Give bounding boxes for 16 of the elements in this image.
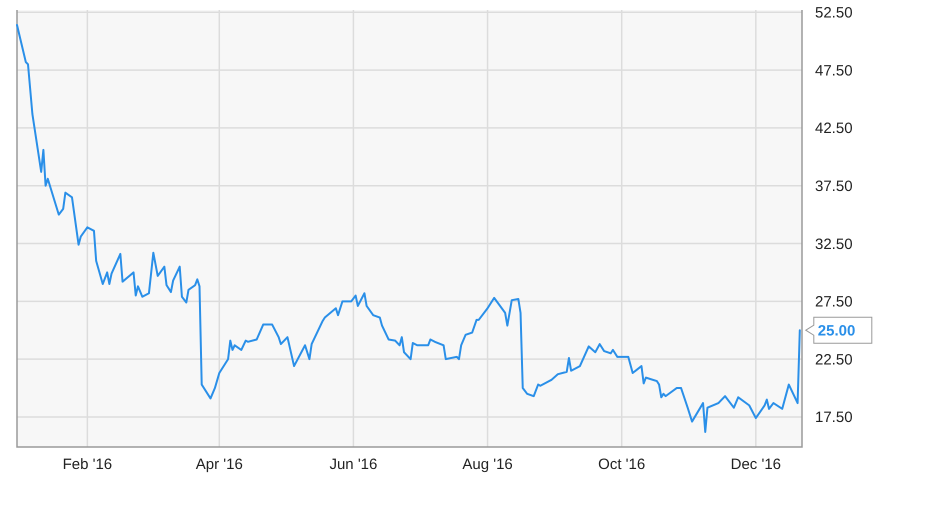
- y-tick-label: 32.50: [815, 236, 853, 253]
- y-tick-label: 37.50: [815, 178, 853, 195]
- y-tick-label: 47.50: [815, 62, 853, 80]
- x-tick-label: Dec '16: [730, 456, 782, 473]
- x-tick-label: Aug '16: [462, 456, 513, 473]
- y-tick-label: 42.50: [815, 120, 853, 138]
- y-tick-label: 17.50: [815, 409, 853, 426]
- x-tick-label: Apr '16: [196, 456, 243, 473]
- y-tick-label: 52.50: [815, 4, 853, 22]
- annotation: 25.00: [818, 322, 856, 340]
- y-tick-label: 22.50: [815, 351, 853, 368]
- y-tick-label: 27.50: [815, 294, 853, 311]
- x-tick-label: Oct '16: [598, 456, 646, 473]
- line-series: [16, 24, 801, 433]
- x-tick-label: Jun '16: [329, 456, 378, 473]
- x-tick-label: Feb '16: [62, 456, 112, 473]
